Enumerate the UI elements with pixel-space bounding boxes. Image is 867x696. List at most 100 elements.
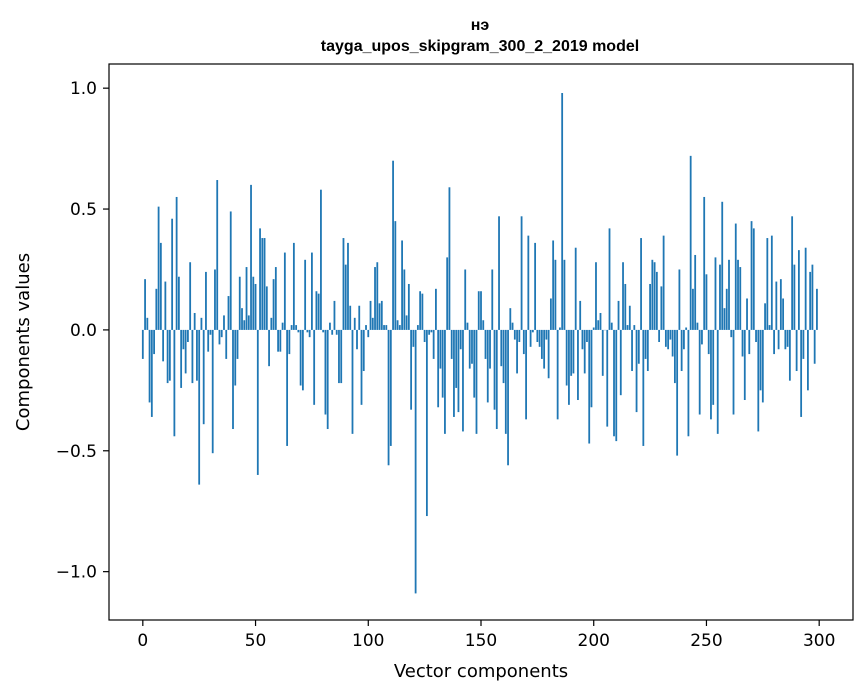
bar xyxy=(705,274,708,330)
bar xyxy=(308,329,311,338)
bar xyxy=(464,269,467,330)
bar xyxy=(225,329,228,359)
bar xyxy=(155,288,158,330)
bar xyxy=(441,329,444,398)
bar xyxy=(696,322,699,330)
x-tick-label: 250 xyxy=(690,631,722,651)
bar xyxy=(216,180,219,330)
bar xyxy=(171,218,174,330)
x-tick-label: 50 xyxy=(245,631,267,651)
bar xyxy=(775,281,778,330)
bar xyxy=(371,317,374,330)
bar xyxy=(671,329,674,357)
bar xyxy=(622,262,624,330)
bar xyxy=(579,300,582,330)
bar xyxy=(610,322,613,330)
bar xyxy=(552,240,555,330)
bar xyxy=(613,329,615,437)
bar xyxy=(349,305,352,330)
bar xyxy=(615,329,618,442)
bar xyxy=(737,259,739,330)
bar xyxy=(712,329,715,405)
bar xyxy=(588,329,591,444)
bar xyxy=(250,184,252,330)
bar xyxy=(710,329,712,420)
bar xyxy=(527,235,530,330)
bar xyxy=(383,325,385,330)
bar xyxy=(583,329,586,374)
bar xyxy=(317,293,320,330)
bar xyxy=(662,235,665,330)
bar xyxy=(509,308,512,330)
bar xyxy=(168,329,171,381)
bar xyxy=(759,329,762,391)
bar xyxy=(353,317,356,330)
bar xyxy=(777,329,780,350)
bar xyxy=(396,320,399,330)
bar xyxy=(274,267,277,330)
bar xyxy=(202,329,205,425)
bar xyxy=(193,312,196,330)
bar xyxy=(333,300,336,330)
bar xyxy=(175,196,178,330)
bar xyxy=(520,216,523,330)
bar xyxy=(159,242,162,330)
bar xyxy=(743,329,746,401)
bar xyxy=(797,250,800,330)
bar xyxy=(748,329,751,355)
bar xyxy=(444,329,446,434)
bar xyxy=(419,291,422,330)
bar xyxy=(543,329,546,369)
bar xyxy=(196,329,198,381)
bar xyxy=(259,228,261,330)
bar xyxy=(676,329,679,456)
bar xyxy=(773,329,775,355)
bar xyxy=(299,329,302,386)
bar xyxy=(367,329,370,338)
bar xyxy=(536,329,539,342)
bar xyxy=(633,325,636,330)
bar xyxy=(272,279,275,330)
bar xyxy=(685,327,688,330)
bar xyxy=(529,329,532,347)
bar xyxy=(153,329,155,355)
bar xyxy=(651,259,654,330)
bar xyxy=(232,329,234,430)
bar xyxy=(288,329,291,355)
bar xyxy=(599,312,602,330)
bar xyxy=(793,264,796,330)
bar xyxy=(504,329,507,434)
plot-frame xyxy=(108,63,854,621)
bar xyxy=(538,329,541,347)
bar xyxy=(376,262,379,330)
bar xyxy=(795,329,798,372)
bar xyxy=(680,329,683,372)
bar xyxy=(227,296,230,330)
bar xyxy=(574,247,577,330)
bar xyxy=(475,329,478,434)
bar xyxy=(462,329,464,432)
x-tick-label: 0 xyxy=(137,631,148,651)
bar xyxy=(728,259,730,330)
bar xyxy=(236,329,239,359)
bar xyxy=(653,262,656,330)
bar xyxy=(592,327,595,330)
bar xyxy=(486,329,489,403)
bar xyxy=(459,329,462,350)
bar xyxy=(540,329,543,359)
bar xyxy=(716,329,719,434)
bar xyxy=(660,286,663,330)
bar xyxy=(493,329,496,410)
y-tick-label: −1.0 xyxy=(56,563,97,583)
bar xyxy=(644,329,647,359)
bar xyxy=(730,329,733,338)
bar xyxy=(471,329,473,364)
bar xyxy=(344,264,347,330)
bar xyxy=(180,329,183,388)
bar xyxy=(816,288,818,330)
bar xyxy=(766,238,769,330)
bar xyxy=(804,247,807,330)
bar xyxy=(531,329,534,333)
bar xyxy=(746,298,748,330)
bar xyxy=(518,329,521,342)
